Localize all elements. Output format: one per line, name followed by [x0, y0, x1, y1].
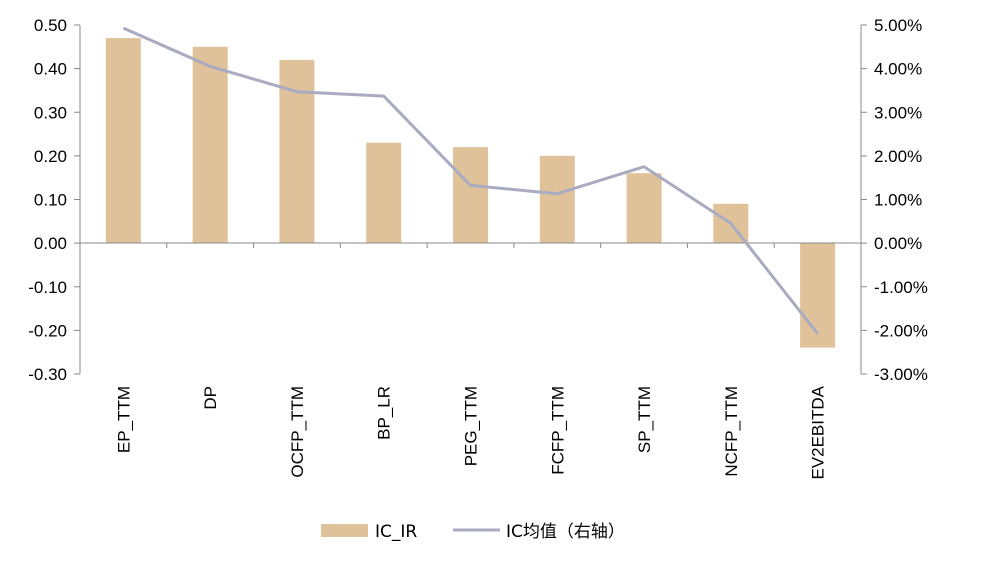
legend-label-ic-mean: IC均值（右轴） [506, 522, 625, 542]
left-tick-label: 0.30 [34, 103, 67, 122]
legend-label-ic-ir: IC_IR [375, 522, 417, 542]
left-tick-label: -0.30 [28, 365, 67, 384]
right-tick-label: -2.00% [874, 321, 928, 340]
x-category-label: DP [201, 386, 220, 410]
x-category-label: FCFP_TTM [548, 386, 567, 475]
ic-mean-line [122, 26, 819, 335]
bar-peg-ttm [453, 147, 488, 243]
bar-ev2ebitda [800, 243, 836, 348]
x-category-label: NCFP_TTM [722, 386, 741, 477]
left-tick-label: 0.20 [34, 147, 67, 166]
left-tick-label: 0.10 [34, 191, 67, 210]
bar-bp-lr [366, 142, 402, 243]
line-layer [122, 26, 819, 335]
x-category-label: EP_TTM [114, 386, 133, 453]
left-tick-label: 0.40 [34, 60, 67, 79]
bar-fcfp-ttm [539, 155, 575, 243]
bar-ep-ttm [105, 38, 141, 243]
axes-layer [74, 24, 867, 375]
legend-swatch-ic-ir [321, 524, 368, 537]
x-category-label: EV2EBITDA [809, 385, 828, 479]
right-tick-label: -3.00% [874, 365, 928, 384]
right-tick-label: 2.00% [874, 147, 922, 166]
left-tick-label: 0.00 [34, 234, 67, 253]
x-category-label: PEG_TTM [462, 386, 481, 466]
x-category-label: BP_LR [375, 386, 394, 440]
left-tick-label: 0.50 [34, 16, 67, 35]
legend: IC_IR IC均值（右轴） [321, 522, 625, 542]
right-tick-label: 5.00% [874, 16, 922, 35]
right-tick-label: 3.00% [874, 103, 922, 122]
bar-sp-ttm [626, 173, 662, 243]
left-tick-label: -0.20 [28, 321, 67, 340]
bar-dp [192, 46, 228, 243]
x-category-label: SP_TTM [635, 386, 654, 453]
right-tick-label: -1.00% [874, 278, 928, 297]
right-tick-label: 0.00% [874, 234, 922, 253]
right-tick-label: 4.00% [874, 60, 922, 79]
bars-layer [105, 38, 836, 348]
left-tick-label: -0.10 [28, 278, 67, 297]
x-category-label: OCFP_TTM [288, 386, 307, 478]
right-tick-label: 1.00% [874, 191, 922, 210]
labels-layer: 0.50 0.40 0.30 0.20 0.10 0.00 -0.10 -0.20 -0.30 5… [28, 16, 928, 480]
